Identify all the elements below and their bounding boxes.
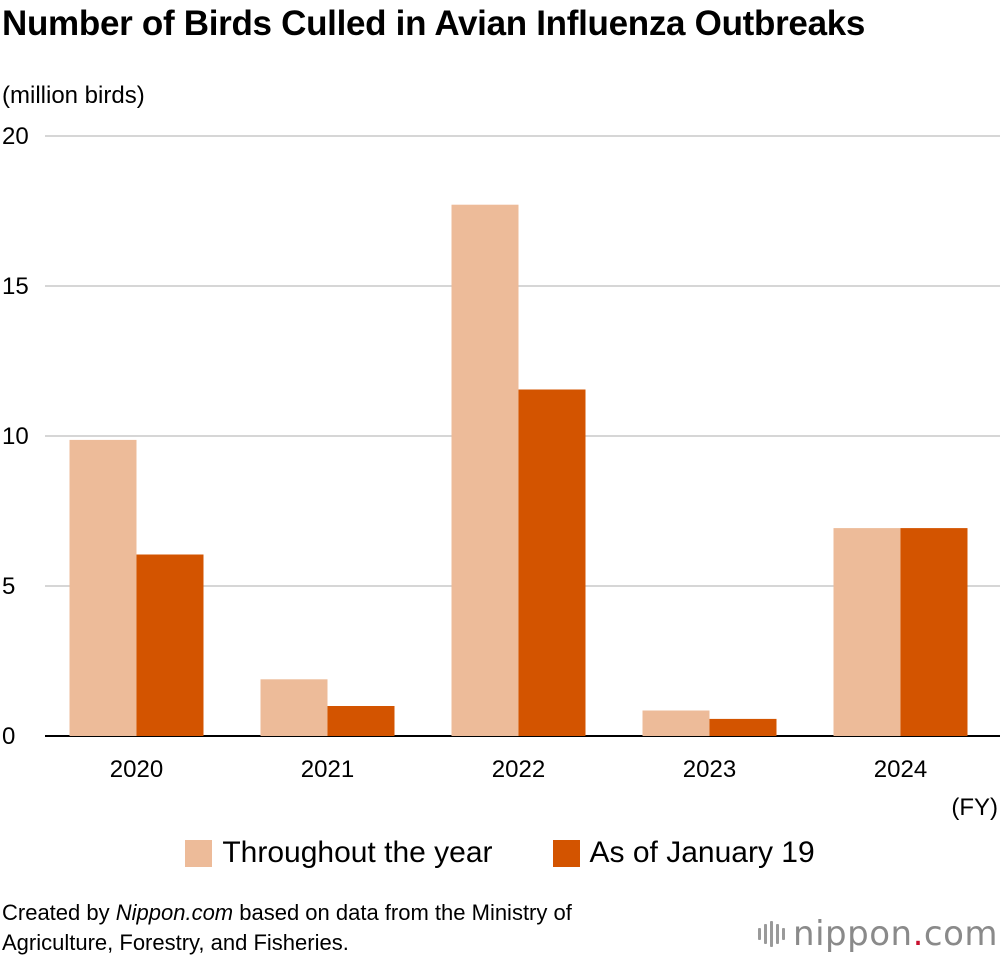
x-axis-unit-label: (FY) xyxy=(951,794,998,821)
chart-title: Number of Birds Culled in Avian Influenz… xyxy=(2,4,866,43)
legend-label-throughout-year: Throughout the year xyxy=(222,836,493,869)
logo-wordmark: nippon.com xyxy=(793,914,998,954)
bar-as-of-january-2023 xyxy=(709,718,777,736)
source-credit: Created by Nippon.com based on data from… xyxy=(2,898,572,958)
legend-swatch-as-of-january xyxy=(552,839,580,867)
y-tick-labels: 0 5 10 15 20 xyxy=(2,123,29,750)
legend-swatch-throughout-year xyxy=(185,839,213,867)
y-tick-label: 20 xyxy=(2,123,29,150)
legend: Throughout the year As of January 19 xyxy=(0,836,1000,870)
credit-line1-rest: based on data from the Ministry of xyxy=(233,900,572,925)
bar-as-of-january-2022 xyxy=(518,389,586,736)
bar-throughout-year-2020 xyxy=(69,439,137,736)
nippon-logo[interactable]: nippon.com xyxy=(758,914,998,954)
y-tick-label: 5 xyxy=(2,573,15,600)
credit-site-link[interactable]: Nippon.com xyxy=(115,900,234,925)
bars xyxy=(69,204,968,736)
bar-chart: 0 5 10 15 20 2020 2021 2022 2023 2024 xyxy=(2,123,1000,783)
bar-throughout-year-2023 xyxy=(642,710,710,736)
bar-throughout-year-2022 xyxy=(451,204,519,736)
legend-item-throughout-year: Throughout the year xyxy=(185,836,493,870)
x-tick-label: 2024 xyxy=(874,756,927,783)
x-tick-label: 2022 xyxy=(492,756,545,783)
bar-as-of-january-2021 xyxy=(327,706,395,736)
x-tick-labels: 2020 2021 2022 2023 2024 xyxy=(110,756,927,783)
credit-prefix: Created by xyxy=(2,900,116,925)
x-tick-label: 2020 xyxy=(110,756,163,783)
bar-as-of-january-2020 xyxy=(136,554,204,736)
bar-as-of-january-2024 xyxy=(900,528,968,736)
nippon-logo-bars-icon xyxy=(758,921,786,947)
x-tick-label: 2021 xyxy=(301,756,354,783)
y-tick-label: 15 xyxy=(2,273,29,300)
credit-line2: Agriculture, Forestry, and Fisheries. xyxy=(2,930,349,955)
y-tick-label: 0 xyxy=(2,723,15,750)
bar-throughout-year-2021 xyxy=(260,679,328,736)
legend-label-as-of-january: As of January 19 xyxy=(589,836,815,869)
x-tick-label: 2023 xyxy=(683,756,736,783)
y-axis-unit-label: (million birds) xyxy=(2,82,145,109)
legend-item-as-of-january: As of January 19 xyxy=(552,836,815,870)
y-tick-label: 10 xyxy=(2,423,29,450)
bar-throughout-year-2024 xyxy=(833,528,901,736)
